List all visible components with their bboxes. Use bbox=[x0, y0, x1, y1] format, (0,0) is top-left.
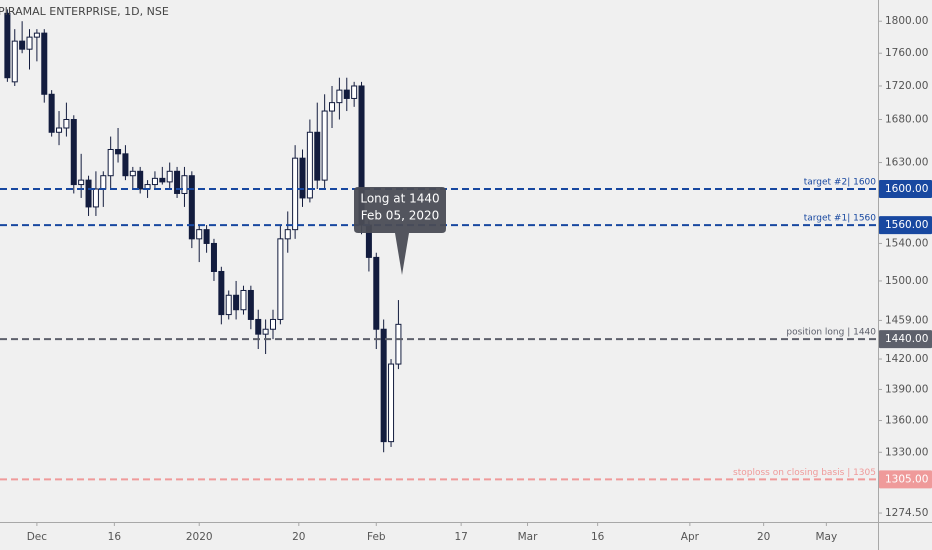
candle-body bbox=[203, 229, 210, 244]
candle-body bbox=[262, 328, 269, 335]
candle-body bbox=[137, 170, 144, 190]
candle-body bbox=[33, 32, 40, 38]
x-tick-label: 16 bbox=[591, 531, 605, 543]
y-tick-label: 1540.00 bbox=[885, 237, 928, 249]
candle-body bbox=[174, 170, 181, 194]
candle-body bbox=[292, 157, 299, 231]
candle-body bbox=[115, 148, 122, 155]
candle-body bbox=[85, 179, 92, 208]
candle-body bbox=[388, 363, 395, 443]
candle-body bbox=[159, 177, 166, 183]
y-tick-label: 1274.50 bbox=[885, 507, 928, 519]
candle-body bbox=[380, 328, 387, 443]
x-tick-label: 16 bbox=[108, 531, 122, 543]
price-box-label: 1440.00 bbox=[885, 333, 928, 345]
candle-body bbox=[314, 131, 321, 181]
x-tick-label: 2020 bbox=[186, 531, 213, 543]
candle-body bbox=[225, 294, 232, 316]
chart-title: PIRAMAL ENTERPRISE, 1D, NSE bbox=[0, 5, 169, 18]
x-tick-label: 20 bbox=[757, 531, 770, 543]
candle-body bbox=[299, 157, 306, 199]
candle-body bbox=[196, 229, 203, 240]
candle-body bbox=[321, 110, 328, 181]
candle-body bbox=[41, 32, 48, 95]
candle-body bbox=[100, 175, 107, 190]
y-tick-label: 1680.00 bbox=[885, 113, 928, 125]
price-box bbox=[879, 470, 932, 489]
price-box-label: 1305.00 bbox=[885, 473, 928, 485]
candle-body bbox=[181, 175, 188, 194]
candle-body bbox=[210, 242, 217, 272]
x-tick-label: 20 bbox=[292, 531, 305, 543]
candle-body bbox=[255, 318, 262, 335]
y-tick-label: 1330.00 bbox=[885, 446, 928, 458]
y-tick-label: 1420.00 bbox=[885, 353, 928, 365]
level-text: target #1| 1560 bbox=[804, 214, 877, 224]
candle-body bbox=[122, 153, 129, 177]
level-text: position long | 1440 bbox=[786, 328, 876, 338]
callout-box bbox=[354, 187, 446, 275]
candle-body bbox=[107, 148, 114, 177]
callout-text: Long at 1440 bbox=[360, 192, 439, 206]
candle-body bbox=[11, 40, 18, 83]
candle-body bbox=[247, 289, 254, 320]
x-tick-label: 17 bbox=[454, 531, 467, 543]
y-tick-label: 1390.00 bbox=[885, 383, 928, 395]
candle-body bbox=[373, 256, 380, 330]
candle-body bbox=[48, 93, 55, 133]
candle-body bbox=[284, 229, 291, 240]
level-text: stoploss on closing basis | 1305 bbox=[733, 468, 876, 478]
price-box-label: 1560.00 bbox=[885, 219, 928, 231]
candle-body bbox=[336, 89, 343, 104]
candle-body bbox=[26, 36, 33, 50]
x-tick-label: Dec bbox=[27, 531, 48, 543]
candle-body bbox=[78, 179, 85, 186]
price-box bbox=[879, 180, 932, 199]
candle-body bbox=[56, 127, 63, 133]
candle-body bbox=[70, 118, 77, 186]
candle-body bbox=[269, 318, 277, 330]
y-tick-label: 1459.00 bbox=[885, 314, 928, 326]
price-box bbox=[879, 330, 932, 349]
y-tick-label: 1630.00 bbox=[885, 157, 928, 169]
callout-text: Feb 05, 2020 bbox=[361, 209, 440, 223]
x-tick-label: Apr bbox=[681, 531, 700, 543]
candle-body bbox=[218, 270, 225, 316]
price-box-label: 1600.00 bbox=[885, 183, 928, 195]
candle-body bbox=[166, 170, 173, 183]
y-tick-label: 1720.00 bbox=[885, 80, 928, 92]
price-box bbox=[879, 216, 932, 235]
candle-body bbox=[92, 188, 99, 208]
x-tick-label: May bbox=[815, 531, 837, 543]
candle-body bbox=[240, 289, 247, 311]
x-tick-label: Mar bbox=[518, 531, 538, 543]
candle-body bbox=[233, 294, 240, 311]
candle-body bbox=[343, 89, 350, 99]
level-text: target #2| 1600 bbox=[804, 178, 877, 188]
candle-body bbox=[329, 102, 336, 112]
candle-body bbox=[188, 175, 195, 240]
candle-body bbox=[4, 12, 11, 79]
candle-body bbox=[277, 238, 284, 320]
candle-body bbox=[395, 323, 402, 365]
y-tick-label: 1500.00 bbox=[885, 275, 928, 287]
candle-body bbox=[151, 177, 158, 186]
y-tick-label: 1360.00 bbox=[885, 415, 928, 427]
candle-body bbox=[306, 131, 313, 199]
candle-body bbox=[129, 170, 136, 177]
y-tick-label: 1760.00 bbox=[885, 47, 928, 59]
candle-body bbox=[19, 40, 26, 50]
x-tick-label: Feb bbox=[367, 531, 386, 543]
candle-body bbox=[351, 85, 358, 99]
candle-body bbox=[63, 118, 70, 129]
y-tick-label: 1800.00 bbox=[885, 15, 928, 27]
